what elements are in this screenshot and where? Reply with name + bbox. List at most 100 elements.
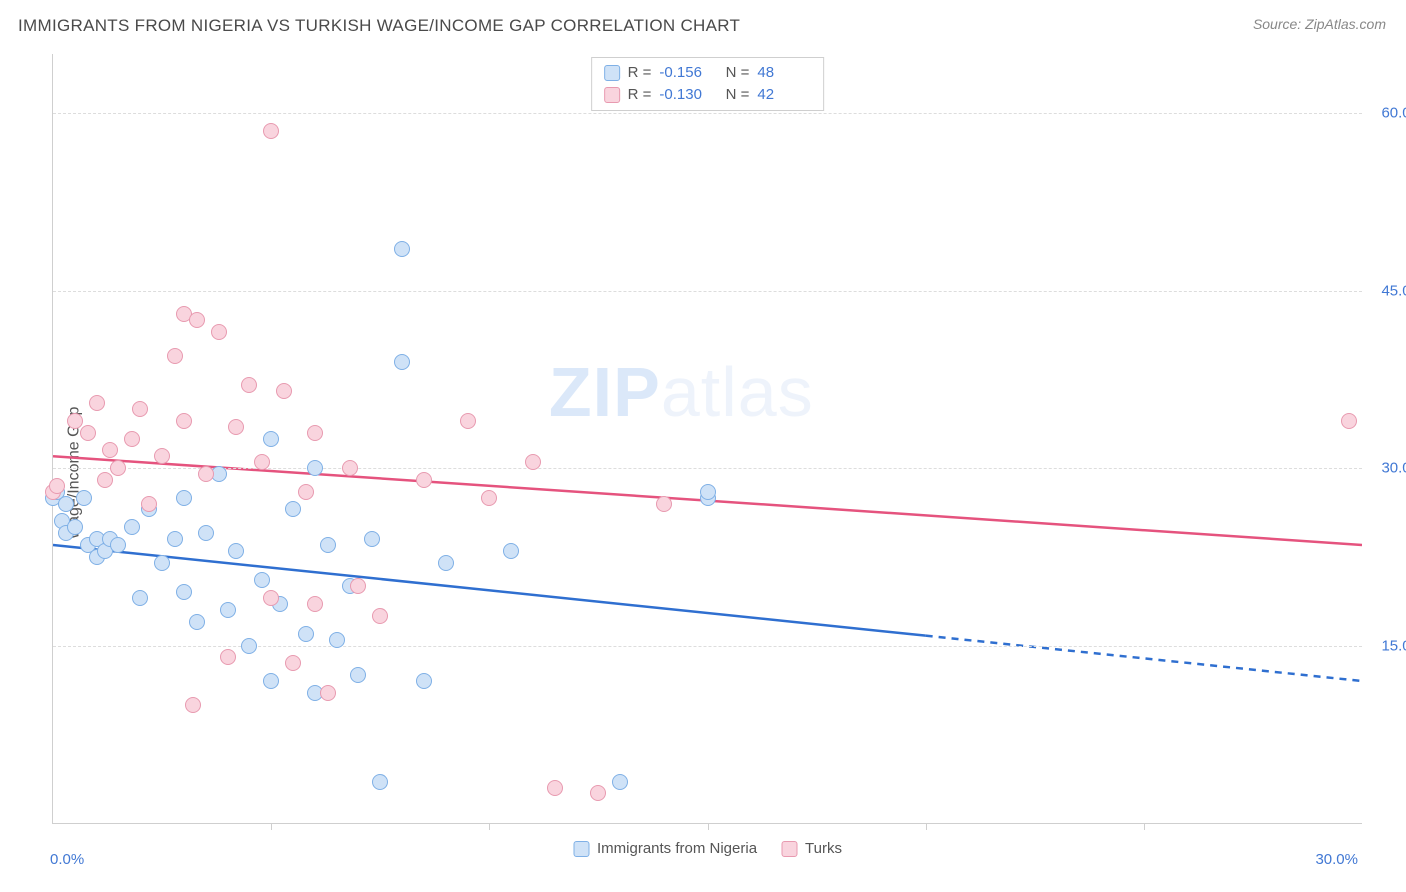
scatter-point-nigeria xyxy=(438,555,454,571)
legend-swatch-turks xyxy=(781,841,797,857)
scatter-point-turks xyxy=(298,484,314,500)
scatter-point-nigeria xyxy=(76,490,92,506)
scatter-point-turks xyxy=(547,780,563,796)
scatter-point-nigeria xyxy=(220,602,236,618)
trend-line xyxy=(926,636,1362,681)
legend-item-turks: Turks xyxy=(781,840,842,857)
stats-row-nigeria: R = -0.156 N = 48 xyxy=(604,62,812,84)
scatter-point-nigeria xyxy=(124,519,140,535)
scatter-point-turks xyxy=(307,596,323,612)
scatter-point-nigeria xyxy=(394,354,410,370)
scatter-point-turks xyxy=(525,454,541,470)
watermark: ZIPatlas xyxy=(549,352,814,432)
scatter-point-nigeria xyxy=(350,667,366,683)
scatter-point-turks xyxy=(80,425,96,441)
chart-title: IMMIGRANTS FROM NIGERIA VS TURKISH WAGE/… xyxy=(18,16,740,35)
scatter-point-nigeria xyxy=(285,501,301,517)
scatter-point-nigeria xyxy=(167,531,183,547)
scatter-point-nigeria xyxy=(154,555,170,571)
x-tick xyxy=(489,823,490,830)
scatter-point-turks xyxy=(276,383,292,399)
y-tick-label: 45.0% xyxy=(1369,282,1406,299)
scatter-point-turks xyxy=(320,685,336,701)
x-tick xyxy=(926,823,927,830)
scatter-point-turks xyxy=(49,478,65,494)
scatter-point-turks xyxy=(1341,413,1357,429)
scatter-point-nigeria xyxy=(189,614,205,630)
scatter-point-turks xyxy=(154,448,170,464)
correlation-stats-box: R = -0.156 N = 48 R = -0.130 N = 42 xyxy=(591,57,825,111)
y-tick-label: 60.0% xyxy=(1369,105,1406,122)
x-tick xyxy=(271,823,272,830)
swatch-nigeria xyxy=(604,65,620,81)
scatter-point-nigeria xyxy=(58,496,74,512)
plot-area: ZIPatlas R = -0.156 N = 48 R = -0.130 N … xyxy=(52,54,1362,824)
scatter-point-nigeria xyxy=(241,638,257,654)
legend-swatch-nigeria xyxy=(573,841,589,857)
scatter-point-turks xyxy=(254,454,270,470)
scatter-point-turks xyxy=(97,472,113,488)
legend-label-turks: Turks xyxy=(805,840,842,857)
scatter-point-nigeria xyxy=(254,572,270,588)
chart-source: Source: ZipAtlas.com xyxy=(1253,16,1386,32)
scatter-point-turks xyxy=(110,460,126,476)
x-tick xyxy=(1144,823,1145,830)
scatter-point-turks xyxy=(307,425,323,441)
legend-item-nigeria: Immigrants from Nigeria xyxy=(573,840,757,857)
scatter-point-turks xyxy=(89,395,105,411)
x-axis-start-label: 0.0% xyxy=(50,851,84,868)
scatter-point-nigeria xyxy=(372,774,388,790)
scatter-point-nigeria xyxy=(329,632,345,648)
scatter-point-nigeria xyxy=(263,673,279,689)
scatter-point-turks xyxy=(416,472,432,488)
scatter-point-turks xyxy=(656,496,672,512)
scatter-point-nigeria xyxy=(67,519,83,535)
y-tick-label: 15.0% xyxy=(1369,637,1406,654)
scatter-point-nigeria xyxy=(394,241,410,257)
scatter-point-turks xyxy=(285,655,301,671)
scatter-point-nigeria xyxy=(307,460,323,476)
scatter-point-turks xyxy=(220,649,236,665)
scatter-point-nigeria xyxy=(503,543,519,559)
scatter-point-turks xyxy=(263,590,279,606)
x-axis-end-label: 30.0% xyxy=(1315,851,1358,868)
scatter-point-turks xyxy=(124,431,140,447)
trend-lines-layer xyxy=(53,54,1362,823)
scatter-point-turks xyxy=(198,466,214,482)
scatter-point-turks xyxy=(67,413,83,429)
scatter-point-nigeria xyxy=(228,543,244,559)
scatter-point-nigeria xyxy=(132,590,148,606)
scatter-point-nigeria xyxy=(298,626,314,642)
scatter-point-nigeria xyxy=(110,537,126,553)
bottom-legend: Immigrants from Nigeria Turks xyxy=(573,840,842,857)
stats-row-turks: R = -0.130 N = 42 xyxy=(604,84,812,106)
scatter-point-turks xyxy=(176,413,192,429)
scatter-point-turks xyxy=(241,377,257,393)
scatter-point-nigeria xyxy=(176,584,192,600)
scatter-point-turks xyxy=(185,697,201,713)
scatter-point-nigeria xyxy=(416,673,432,689)
scatter-point-turks xyxy=(189,312,205,328)
scatter-point-turks xyxy=(460,413,476,429)
scatter-point-turks xyxy=(228,419,244,435)
legend-label-nigeria: Immigrants from Nigeria xyxy=(597,840,757,857)
scatter-point-turks xyxy=(590,785,606,801)
scatter-point-turks xyxy=(342,460,358,476)
scatter-point-turks xyxy=(102,442,118,458)
scatter-point-nigeria xyxy=(176,490,192,506)
swatch-turks xyxy=(604,87,620,103)
grid-line xyxy=(53,113,1362,114)
scatter-point-nigeria xyxy=(612,774,628,790)
scatter-point-turks xyxy=(167,348,183,364)
grid-line xyxy=(53,291,1362,292)
scatter-point-turks xyxy=(350,578,366,594)
scatter-point-nigeria xyxy=(320,537,336,553)
y-tick-label: 30.0% xyxy=(1369,460,1406,477)
scatter-point-turks xyxy=(141,496,157,512)
scatter-point-nigeria xyxy=(364,531,380,547)
scatter-point-turks xyxy=(211,324,227,340)
scatter-point-turks xyxy=(481,490,497,506)
x-tick xyxy=(708,823,709,830)
grid-line xyxy=(53,468,1362,469)
scatter-point-nigeria xyxy=(198,525,214,541)
